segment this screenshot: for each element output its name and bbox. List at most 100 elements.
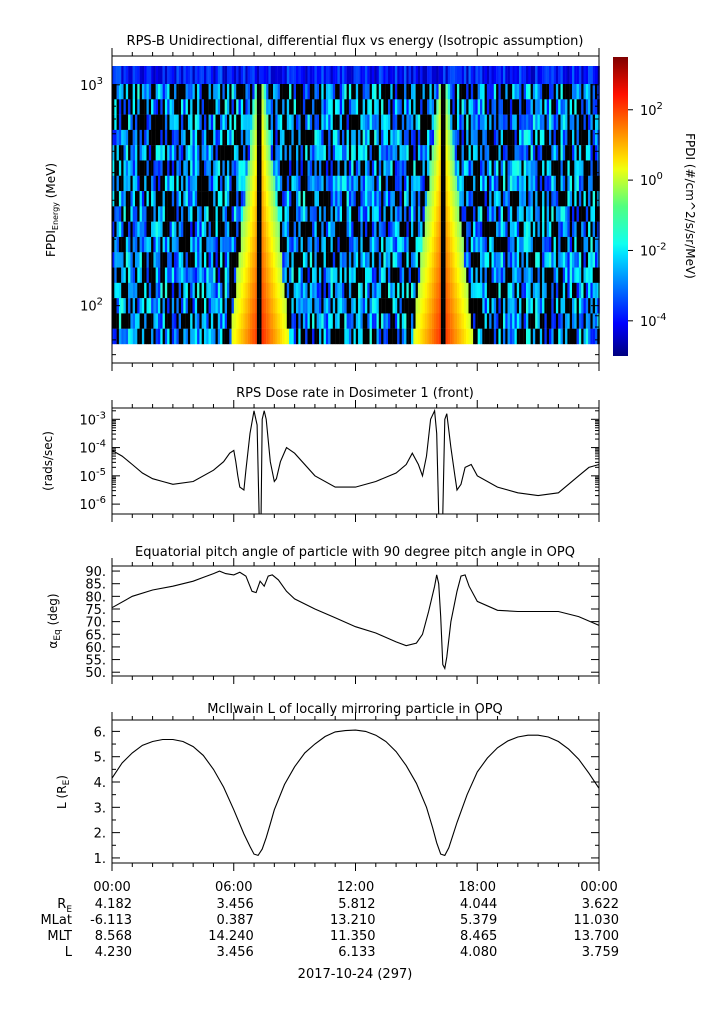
spectrogram-cell — [192, 282, 195, 299]
spectrogram-cell — [367, 313, 370, 329]
spectrogram-cell — [470, 191, 474, 207]
spectrogram-cell — [263, 236, 267, 253]
spectrogram-cell — [282, 313, 285, 329]
spectrogram-cell — [298, 145, 301, 161]
spectrogram-cell — [174, 313, 177, 329]
spectrogram-cell — [277, 313, 281, 329]
spectrogram-cell — [484, 114, 488, 131]
spectrogram-cell — [385, 252, 389, 268]
spectrogram-cell — [125, 99, 129, 115]
spectrogram-cell — [155, 99, 159, 115]
spectrogram-cell — [256, 66, 260, 84]
spectrogram-cell — [381, 145, 384, 161]
spectrogram-cell — [567, 129, 570, 146]
spectrogram-cell — [447, 160, 451, 176]
spectrogram-cell — [365, 114, 368, 131]
spectrogram-cell — [123, 66, 126, 84]
spectrogram-cell — [535, 298, 538, 314]
spectrogram-cell — [250, 298, 253, 314]
spectrogram-cell — [353, 99, 356, 115]
spectrogram-cell — [461, 206, 465, 222]
spectrogram-cell — [275, 298, 278, 314]
spectrogram-cell — [371, 84, 375, 100]
spectrogram-cell — [424, 328, 428, 345]
spectrogram-cell — [526, 282, 529, 299]
spectrogram-cell — [585, 252, 589, 268]
spectrogram-cell — [176, 236, 179, 253]
spectrogram-cell — [576, 175, 580, 192]
spectrogram-cell — [282, 206, 285, 222]
spectrogram-cell — [560, 191, 563, 207]
spectrogram-cell — [328, 267, 331, 284]
spectrogram-cell — [183, 252, 186, 268]
spectrogram-cell — [277, 66, 281, 84]
spectrogram-cell — [493, 129, 497, 146]
spectrogram-cell — [592, 114, 596, 131]
spectrogram-cell — [137, 84, 140, 100]
spectrogram-cell — [535, 160, 538, 176]
spectrogram-cell — [190, 328, 193, 345]
spectrogram-cell — [523, 145, 527, 161]
spectrogram-cell — [121, 313, 124, 329]
spectrogram-cell — [314, 313, 317, 329]
spectrogram-cell — [374, 129, 377, 146]
spectrogram-cell — [291, 145, 294, 161]
spectrogram-cell — [160, 313, 163, 329]
spectrogram-cell — [503, 313, 506, 329]
spectrogram-cell — [118, 175, 122, 192]
spectrogram-cell — [351, 313, 354, 329]
spectrogram-cell — [551, 313, 554, 329]
spectrogram-cell — [325, 129, 329, 146]
spectrogram-cell — [312, 328, 315, 345]
spectrogram-cell — [181, 160, 184, 176]
spectrogram-cell — [231, 160, 235, 176]
spectrogram-cell — [551, 252, 554, 268]
spectrogram-cell — [178, 66, 182, 84]
spectrogram-cell — [468, 191, 471, 207]
spectrogram-cell — [314, 206, 317, 222]
spectrogram-cell — [581, 175, 584, 192]
spectrogram-cell — [233, 313, 237, 329]
spectrogram-cell — [429, 313, 432, 329]
spectrogram-cell — [192, 298, 195, 314]
spectrogram-cell — [254, 145, 258, 161]
spectrogram-cell — [314, 298, 317, 314]
spectrogram-cell — [284, 66, 287, 84]
spectrogram-cell — [181, 206, 184, 222]
spectrogram-cell — [132, 114, 136, 131]
spectrogram-cell — [585, 114, 589, 131]
spectrogram-cell — [491, 328, 494, 345]
spectrogram-cell — [445, 175, 448, 192]
spectrogram-cell — [194, 84, 198, 100]
spectrogram-cell — [137, 114, 140, 131]
spectrogram-cell — [427, 313, 430, 329]
spectrogram-cell — [480, 206, 483, 222]
spectrogram-cell — [422, 160, 425, 176]
spectrogram-cell — [247, 298, 251, 314]
spectrogram-cell — [496, 175, 499, 192]
spectrogram-cell — [486, 84, 490, 100]
spectrogram-cell — [475, 298, 478, 314]
spectrogram-cell — [514, 206, 517, 222]
ephemeris-value: 14.240 — [208, 929, 254, 944]
spectrogram-cell — [438, 191, 442, 207]
spectrogram-cell — [413, 267, 416, 284]
spectrogram-cell — [392, 129, 396, 146]
spectrogram-cell — [516, 145, 520, 161]
spectrogram-cell — [537, 236, 540, 253]
spectrogram-cell — [427, 84, 430, 100]
spectrogram-cell — [365, 191, 368, 207]
spectrogram-cell — [406, 313, 409, 329]
spectrogram-cell — [185, 99, 189, 115]
spectrogram-cell — [595, 114, 598, 131]
spectrogram-cell — [167, 145, 170, 161]
spectrogram-cell — [461, 282, 465, 299]
spectrogram-cell — [162, 129, 166, 146]
spectrogram-cell — [537, 267, 540, 284]
spectrogram-cell — [319, 114, 322, 131]
spectrogram-cell — [365, 252, 368, 268]
spectrogram-cell — [408, 206, 412, 222]
spectrogram-cell — [514, 191, 517, 207]
spectrogram-cell — [560, 175, 563, 192]
spectrogram-cell — [270, 252, 274, 268]
